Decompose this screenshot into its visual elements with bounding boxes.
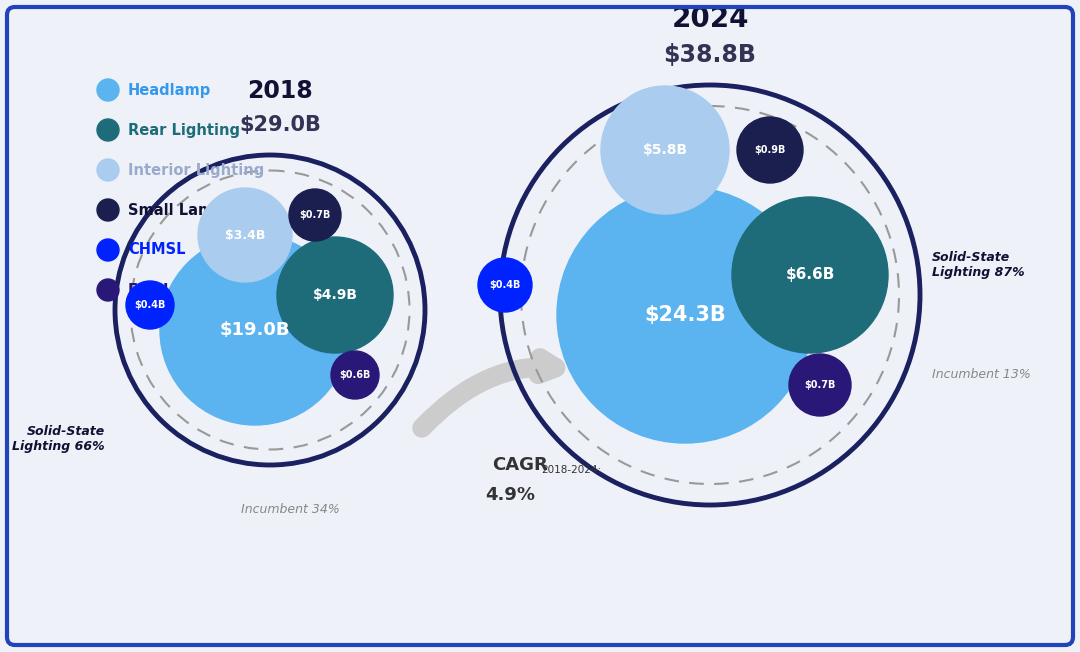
- Text: Fog Lamps: Fog Lamps: [129, 282, 217, 297]
- Circle shape: [330, 351, 379, 399]
- Circle shape: [97, 119, 119, 141]
- Text: $19.0B: $19.0B: [219, 321, 291, 339]
- Text: $5.8B: $5.8B: [643, 143, 688, 157]
- Circle shape: [97, 199, 119, 221]
- Circle shape: [97, 279, 119, 301]
- Text: Rear Lighting: Rear Lighting: [129, 123, 240, 138]
- Text: $0.4B: $0.4B: [489, 280, 521, 290]
- Text: 2018: 2018: [247, 79, 313, 103]
- Text: $38.8B: $38.8B: [663, 43, 756, 67]
- Circle shape: [97, 79, 119, 101]
- Text: CAGR: CAGR: [492, 456, 548, 474]
- Text: Solid-State
Lighting 87%: Solid-State Lighting 87%: [932, 251, 1025, 279]
- Text: 4.9%: 4.9%: [485, 486, 535, 504]
- Circle shape: [97, 159, 119, 181]
- Text: $0.7B: $0.7B: [299, 210, 330, 220]
- Text: $24.3B: $24.3B: [644, 305, 726, 325]
- Text: CHMSL: CHMSL: [129, 243, 186, 258]
- Circle shape: [198, 188, 292, 282]
- Text: $29.0B: $29.0B: [239, 115, 321, 135]
- Text: $0.9B: $0.9B: [754, 145, 785, 155]
- Text: Small Lamps: Small Lamps: [129, 203, 232, 218]
- Circle shape: [557, 187, 813, 443]
- Circle shape: [732, 197, 888, 353]
- Text: $0.4B: $0.4B: [134, 300, 165, 310]
- Text: $0.6B: $0.6B: [339, 370, 370, 380]
- Circle shape: [600, 86, 729, 214]
- Text: Interior Lighting: Interior Lighting: [129, 162, 265, 177]
- Text: Solid-State
Lighting 66%: Solid-State Lighting 66%: [12, 425, 105, 453]
- Text: Headlamp: Headlamp: [129, 83, 212, 98]
- Circle shape: [126, 281, 174, 329]
- Circle shape: [737, 117, 804, 183]
- Circle shape: [160, 235, 350, 425]
- Text: 2024: 2024: [672, 5, 748, 33]
- Text: $3.4B: $3.4B: [225, 228, 266, 241]
- Text: 2018-2024:: 2018-2024:: [541, 465, 602, 475]
- Text: $6.6B: $6.6B: [785, 267, 835, 282]
- Circle shape: [289, 189, 341, 241]
- Text: $4.9B: $4.9B: [312, 288, 357, 302]
- Text: Incumbent 34%: Incumbent 34%: [241, 503, 339, 516]
- Circle shape: [478, 258, 532, 312]
- Text: Incumbent 13%: Incumbent 13%: [932, 368, 1030, 381]
- Text: $0.7B: $0.7B: [805, 380, 836, 390]
- Circle shape: [789, 354, 851, 416]
- Circle shape: [97, 239, 119, 261]
- Circle shape: [276, 237, 393, 353]
